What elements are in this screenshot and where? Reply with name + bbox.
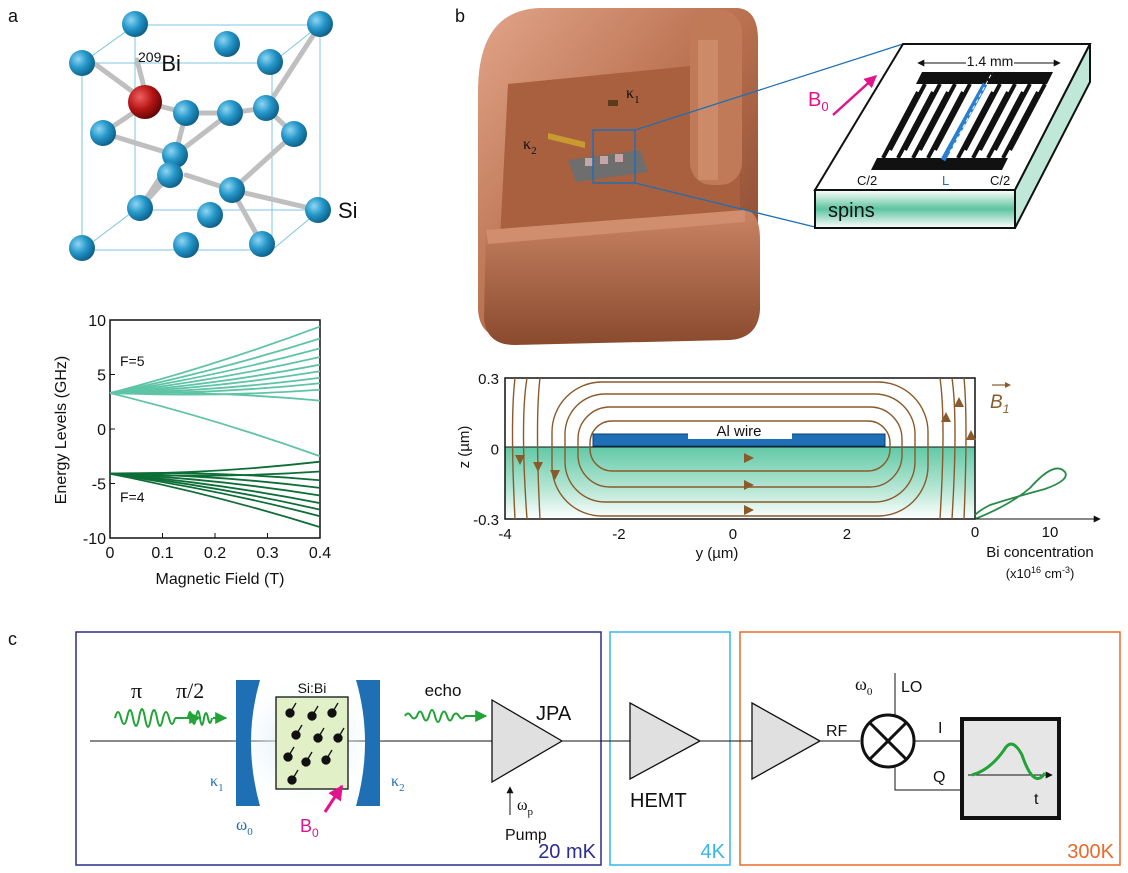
panel-label-c: c [8, 629, 17, 649]
inductor-wire [940, 82, 988, 162]
rf-label: RF [826, 723, 848, 740]
sample-label: Si:Bi [298, 680, 327, 696]
energy-level-line [109, 472, 321, 482]
field-chart-ylabel: z (µm) [456, 426, 473, 469]
energy-xtick: 0 [106, 545, 115, 562]
energy-ytick: 10 [88, 313, 106, 330]
pump-label: Pump [505, 827, 547, 844]
kappa1-cavity-label: κ1 [210, 773, 224, 794]
energy-ytick: 0 [97, 422, 106, 439]
energy-level-line [109, 347, 321, 394]
iq-mixer [860, 673, 960, 791]
omega-p-label: ωp [517, 797, 534, 818]
bi-label: 209Bi [138, 49, 181, 76]
lo-omega-label: ω0 [855, 674, 873, 698]
pulses [114, 708, 488, 728]
zoom-region [592, 129, 636, 184]
energy-ytick: -10 [83, 531, 106, 548]
jpa-amplifier [491, 698, 564, 784]
cap-left-label: C/2 [857, 173, 877, 188]
cap-right-label: C/2 [990, 173, 1010, 188]
field-xtick: -4 [498, 526, 511, 543]
profile-xlabel: Bi concentration [986, 544, 1094, 561]
si-label: Si [338, 198, 358, 223]
stage-4k-label: 4K [701, 841, 726, 863]
stage-20mk-label: 20 mK [538, 841, 596, 863]
copper-cavity [478, 8, 760, 345]
field-ytick: 0.3 [478, 371, 499, 388]
kappa1-label: κ1 [626, 85, 640, 106]
hemt-amplifier [629, 701, 702, 781]
panel-label-a: a [8, 6, 19, 26]
b1-label: B1 [990, 392, 1009, 416]
bi-concentration-profile [974, 467, 1067, 520]
energy-level-line [109, 392, 321, 458]
stage-300k-box [739, 631, 1121, 866]
inductor-label: L [942, 173, 949, 188]
stage-4k-box [609, 631, 731, 866]
panel-label-b: b [455, 6, 465, 26]
dimension-label: 1.4 mm [967, 53, 1014, 69]
q-port-label: Q [933, 769, 945, 786]
energy-level-line [109, 337, 321, 394]
energy-level-line [109, 472, 321, 518]
digitizer-display [960, 717, 1061, 820]
energy-level-line [109, 472, 321, 489]
energy-xtick: 0.3 [256, 545, 278, 562]
kappa2-label: κ2 [523, 136, 537, 157]
room-temp-amplifier [751, 701, 822, 781]
energy-chart-ylabel: Energy Levels (GHz) [53, 356, 70, 505]
energy-level-line [109, 472, 321, 497]
crystal-structure [69, 11, 333, 261]
omega0-cavity-label: ω0 [236, 815, 253, 838]
pi-label: π [131, 678, 142, 703]
jpa-label: JPA [536, 703, 572, 725]
hemt-label: HEMT [630, 790, 687, 812]
chip-illustration [813, 43, 1092, 229]
energy-ytick: 5 [97, 368, 106, 385]
energy-chart-xlabel: Magnetic Field (T) [156, 571, 285, 588]
b0-label-chip: B0 [808, 89, 829, 114]
stage-300k-label: 300K [1067, 841, 1114, 863]
pi2-label: π/2 [176, 678, 204, 703]
lo-label: LO [901, 679, 922, 696]
annotation-f5: F=5 [120, 353, 145, 369]
kappa2-cavity-label: κ2 [391, 773, 405, 794]
field-chart-xlabel: y (µm) [696, 545, 739, 562]
profile-xunit: (x1016 cm-3) [1006, 565, 1075, 581]
energy-level-line [109, 472, 321, 528]
energy-xtick: 0.4 [309, 545, 331, 562]
energy-level-line [109, 391, 321, 402]
profile-tick-0: 0 [971, 524, 979, 541]
field-xtick: 2 [843, 526, 851, 543]
cavity [226, 672, 386, 813]
t-axis-label: t [1034, 791, 1039, 808]
field-xtick: -2 [612, 526, 625, 543]
bi-atom [128, 85, 162, 119]
stage-20mk-box [75, 631, 602, 866]
al-wire-label: Al wire [716, 423, 761, 440]
energy-ytick: -5 [92, 477, 106, 494]
energy-level-line [109, 356, 321, 394]
stage-boxes [75, 631, 1121, 866]
energy-level-line [109, 325, 321, 394]
b0-cavity-label: B0 [300, 816, 319, 840]
annotation-f4: F=4 [120, 489, 145, 505]
field-chart [504, 377, 1101, 523]
field-ytick: 0 [491, 442, 499, 459]
energy-xtick: 0.2 [204, 545, 226, 562]
profile-tick-10: 10 [1042, 524, 1059, 541]
field-ytick: -0.3 [473, 512, 499, 529]
energy-xtick: 0.1 [151, 545, 173, 562]
energy-level-line [109, 460, 321, 475]
si-atoms [69, 11, 333, 261]
spins-label: spins [828, 200, 875, 222]
i-port-label: I [938, 720, 942, 737]
echo-label: echo [425, 681, 462, 700]
field-xtick: 0 [729, 526, 737, 543]
